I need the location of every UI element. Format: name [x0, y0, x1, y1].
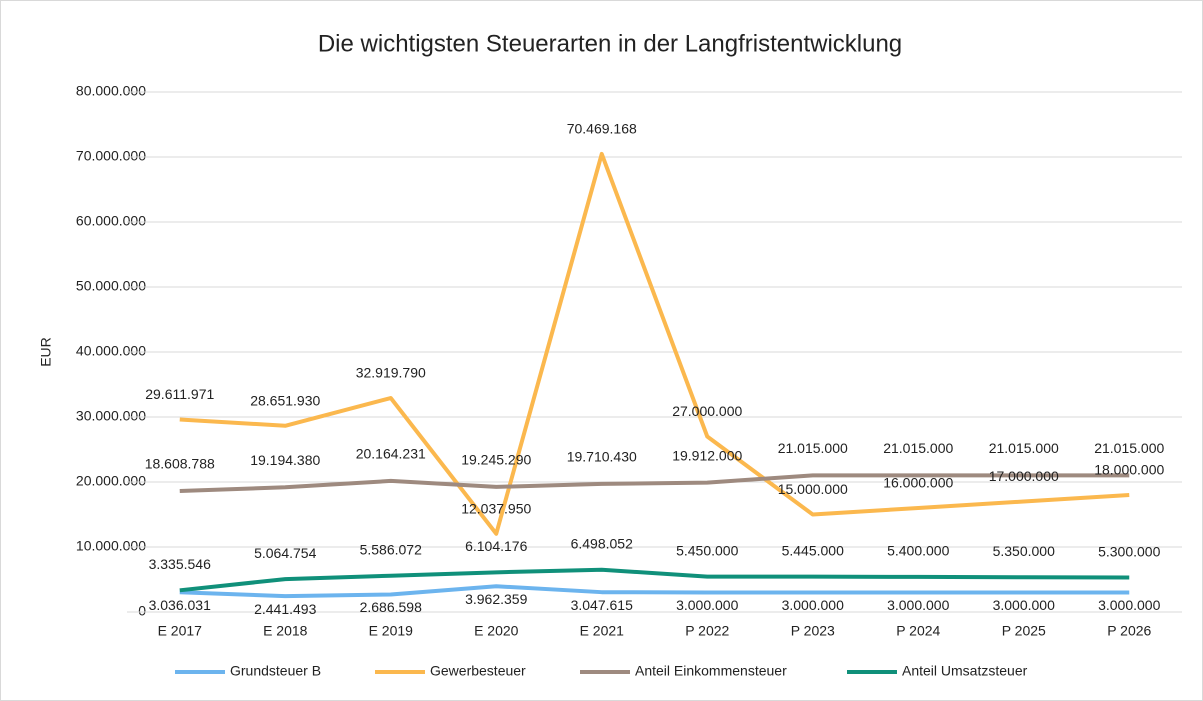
data-label: 28.651.930 — [250, 392, 320, 408]
legend-label: Grundsteuer B — [230, 663, 321, 679]
data-label: 70.469.168 — [567, 121, 637, 137]
x-tick-label: E 2018 — [263, 623, 308, 639]
data-label: 3.000.000 — [1098, 597, 1160, 613]
legend-label: Anteil Umsatzsteuer — [902, 663, 1028, 679]
y-tick-label: 70.000.000 — [76, 148, 146, 164]
line-series — [179, 567, 1130, 593]
data-label: 15.000.000 — [778, 481, 848, 497]
data-label: 3.000.000 — [782, 597, 844, 613]
data-label: 21.015.000 — [883, 440, 953, 456]
data-label: 20.164.231 — [356, 446, 426, 462]
y-tick-label: 80.000.000 — [76, 83, 146, 99]
data-label: 6.498.052 — [571, 535, 633, 551]
data-label: 27.000.000 — [672, 403, 742, 419]
data-label: 3.000.000 — [993, 597, 1055, 613]
data-label: 2.686.598 — [360, 599, 422, 615]
data-label: 21.015.000 — [778, 440, 848, 456]
data-label: 19.912.000 — [672, 447, 742, 463]
data-label: 2.441.493 — [254, 601, 316, 617]
data-label: 21.015.000 — [989, 440, 1059, 456]
y-tick-label: 0 — [138, 603, 146, 619]
data-label: 12.037.950 — [461, 500, 531, 516]
y-tick-label: 50.000.000 — [76, 278, 146, 294]
x-tick-label: P 2026 — [1107, 623, 1151, 639]
data-label: 16.000.000 — [883, 475, 953, 491]
data-label: 3.962.359 — [465, 591, 527, 607]
line-series — [179, 584, 1130, 599]
legend-label: Anteil Einkommensteuer — [635, 663, 787, 679]
data-label: 5.450.000 — [676, 542, 738, 558]
y-tick-label: 30.000.000 — [76, 408, 146, 424]
data-label: 3.036.031 — [149, 597, 211, 613]
x-tick-label: E 2020 — [474, 623, 519, 639]
data-label: 3.000.000 — [676, 597, 738, 613]
y-tick-label: 40.000.000 — [76, 343, 146, 359]
data-label: 5.445.000 — [782, 542, 844, 558]
data-label: 3.000.000 — [887, 597, 949, 613]
x-tick-label: P 2022 — [685, 623, 729, 639]
x-tick-label: E 2021 — [580, 623, 625, 639]
data-label: 5.400.000 — [887, 543, 949, 559]
data-label: 17.000.000 — [989, 468, 1059, 484]
y-axis-label: EUR — [38, 337, 54, 367]
line-series — [179, 473, 1130, 494]
data-label: 3.047.615 — [571, 597, 633, 613]
data-label: 21.015.000 — [1094, 440, 1164, 456]
chart-title: Die wichtigsten Steuerarten in der Langf… — [318, 30, 902, 57]
y-tick-label: 60.000.000 — [76, 213, 146, 229]
data-label: 19.194.380 — [250, 452, 320, 468]
data-label: 3.335.546 — [149, 556, 211, 572]
data-label: 5.300.000 — [1098, 543, 1160, 559]
data-label: 18.000.000 — [1094, 462, 1164, 478]
x-tick-label: P 2023 — [791, 623, 835, 639]
data-label: 32.919.790 — [356, 365, 426, 381]
legend-label: Gewerbesteuer — [430, 663, 526, 679]
data-label: 5.064.754 — [254, 545, 316, 561]
x-tick-label: P 2025 — [1002, 623, 1046, 639]
data-label: 6.104.176 — [465, 538, 527, 554]
line-series — [179, 151, 1130, 536]
y-tick-label: 20.000.000 — [76, 473, 146, 489]
y-tick-label: 10.000.000 — [76, 538, 146, 554]
data-label: 19.710.430 — [567, 449, 637, 465]
data-label: 5.350.000 — [993, 543, 1055, 559]
data-label: 5.586.072 — [360, 541, 422, 557]
x-tick-label: E 2019 — [369, 623, 414, 639]
x-tick-label: E 2017 — [158, 623, 203, 639]
data-label: 29.611.971 — [145, 386, 214, 402]
data-label: 18.608.788 — [145, 456, 215, 472]
x-tick-label: P 2024 — [896, 623, 940, 639]
data-label: 19.245.290 — [461, 452, 531, 468]
